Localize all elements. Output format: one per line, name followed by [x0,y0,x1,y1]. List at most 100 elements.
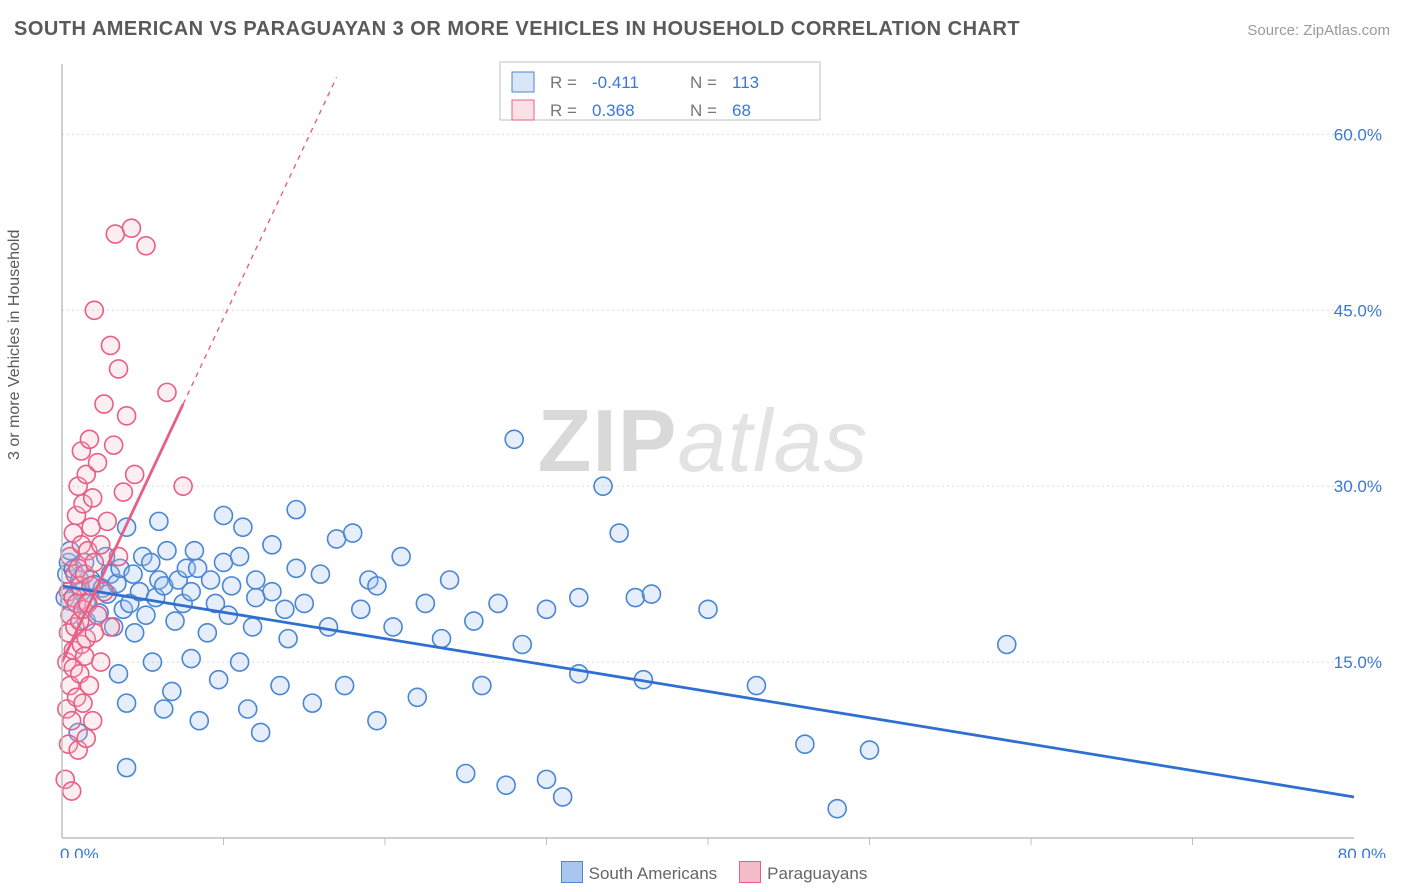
data-point [84,712,102,730]
data-point [198,624,216,642]
data-point [538,770,556,788]
data-point [105,436,123,454]
data-point [106,225,124,243]
data-point [122,219,140,237]
data-point [699,600,717,618]
data-point [210,671,228,689]
data-point [239,700,257,718]
data-point [231,653,249,671]
data-point [465,612,483,630]
legend-swatch [512,100,534,120]
data-point [747,677,765,695]
data-point [150,512,168,530]
y-tick-label: 45.0% [1334,301,1382,320]
data-point [497,776,515,794]
data-point [392,548,410,566]
data-point [473,677,491,695]
data-point [441,571,459,589]
data-point [76,647,94,665]
legend-n-label: N = [690,101,717,120]
data-point [101,618,119,636]
data-point [279,630,297,648]
data-point [95,395,113,413]
data-point [174,477,192,495]
data-point [998,636,1016,654]
data-point [626,589,644,607]
x-last-label: 80.0% [1338,845,1386,858]
data-point [303,694,321,712]
data-point [142,553,160,571]
data-point [85,624,103,642]
data-point [137,237,155,255]
scatter-plot: 15.0%30.0%45.0%60.0%0.0%80.0%R =-0.411N … [48,58,1388,858]
source-link[interactable]: ZipAtlas.com [1303,22,1390,39]
data-point [538,600,556,618]
data-point [252,723,270,741]
data-point [287,501,305,519]
data-point [215,553,233,571]
source-prefix: Source: [1247,22,1303,39]
data-point [182,583,200,601]
data-point [263,536,281,554]
data-point [344,524,362,542]
data-point [328,530,346,548]
data-point [263,583,281,601]
legend-box [500,62,820,120]
data-point [368,712,386,730]
data-point [570,589,588,607]
data-point [63,712,81,730]
data-point [126,465,144,483]
data-point [63,782,81,800]
data-point [158,542,176,560]
data-point [166,612,184,630]
legend-swatch [561,861,583,883]
legend-n-label: N = [690,73,717,92]
data-point [98,512,116,530]
data-point [82,518,100,536]
data-point [295,594,313,612]
legend-r-value: 0.368 [592,101,635,120]
data-point [215,507,233,525]
data-point [311,565,329,583]
data-point [163,682,181,700]
data-point [594,477,612,495]
data-point [80,430,98,448]
data-point [319,618,337,636]
data-point [84,489,102,507]
data-point [223,577,241,595]
data-point [155,700,173,718]
data-point [276,600,294,618]
data-point [92,653,110,671]
data-point [416,594,434,612]
data-point [85,553,103,571]
legend-n-value: 68 [732,101,751,120]
data-point [610,524,628,542]
data-point [118,407,136,425]
data-point [234,518,252,536]
legend-r-label: R = [550,101,577,120]
chart-title: SOUTH AMERICAN VS PARAGUAYAN 3 OR MORE V… [14,18,1020,41]
data-point [408,688,426,706]
data-point [101,336,119,354]
data-point [190,712,208,730]
data-point [352,600,370,618]
data-point [796,735,814,753]
data-point [368,577,386,595]
data-point [110,360,128,378]
legend-swatch [512,72,534,92]
legend-swatch [739,861,761,883]
data-point [182,650,200,668]
data-point [124,565,142,583]
y-tick-label: 60.0% [1334,125,1382,144]
data-point [114,483,132,501]
data-point [828,800,846,818]
data-point [77,729,95,747]
trend-line-dashed [183,77,336,404]
legend-label: Paraguayans [767,864,867,883]
data-point [244,618,262,636]
data-point [489,594,507,612]
data-point [92,536,110,554]
data-point [118,694,136,712]
data-point [185,542,203,560]
data-point [247,589,265,607]
